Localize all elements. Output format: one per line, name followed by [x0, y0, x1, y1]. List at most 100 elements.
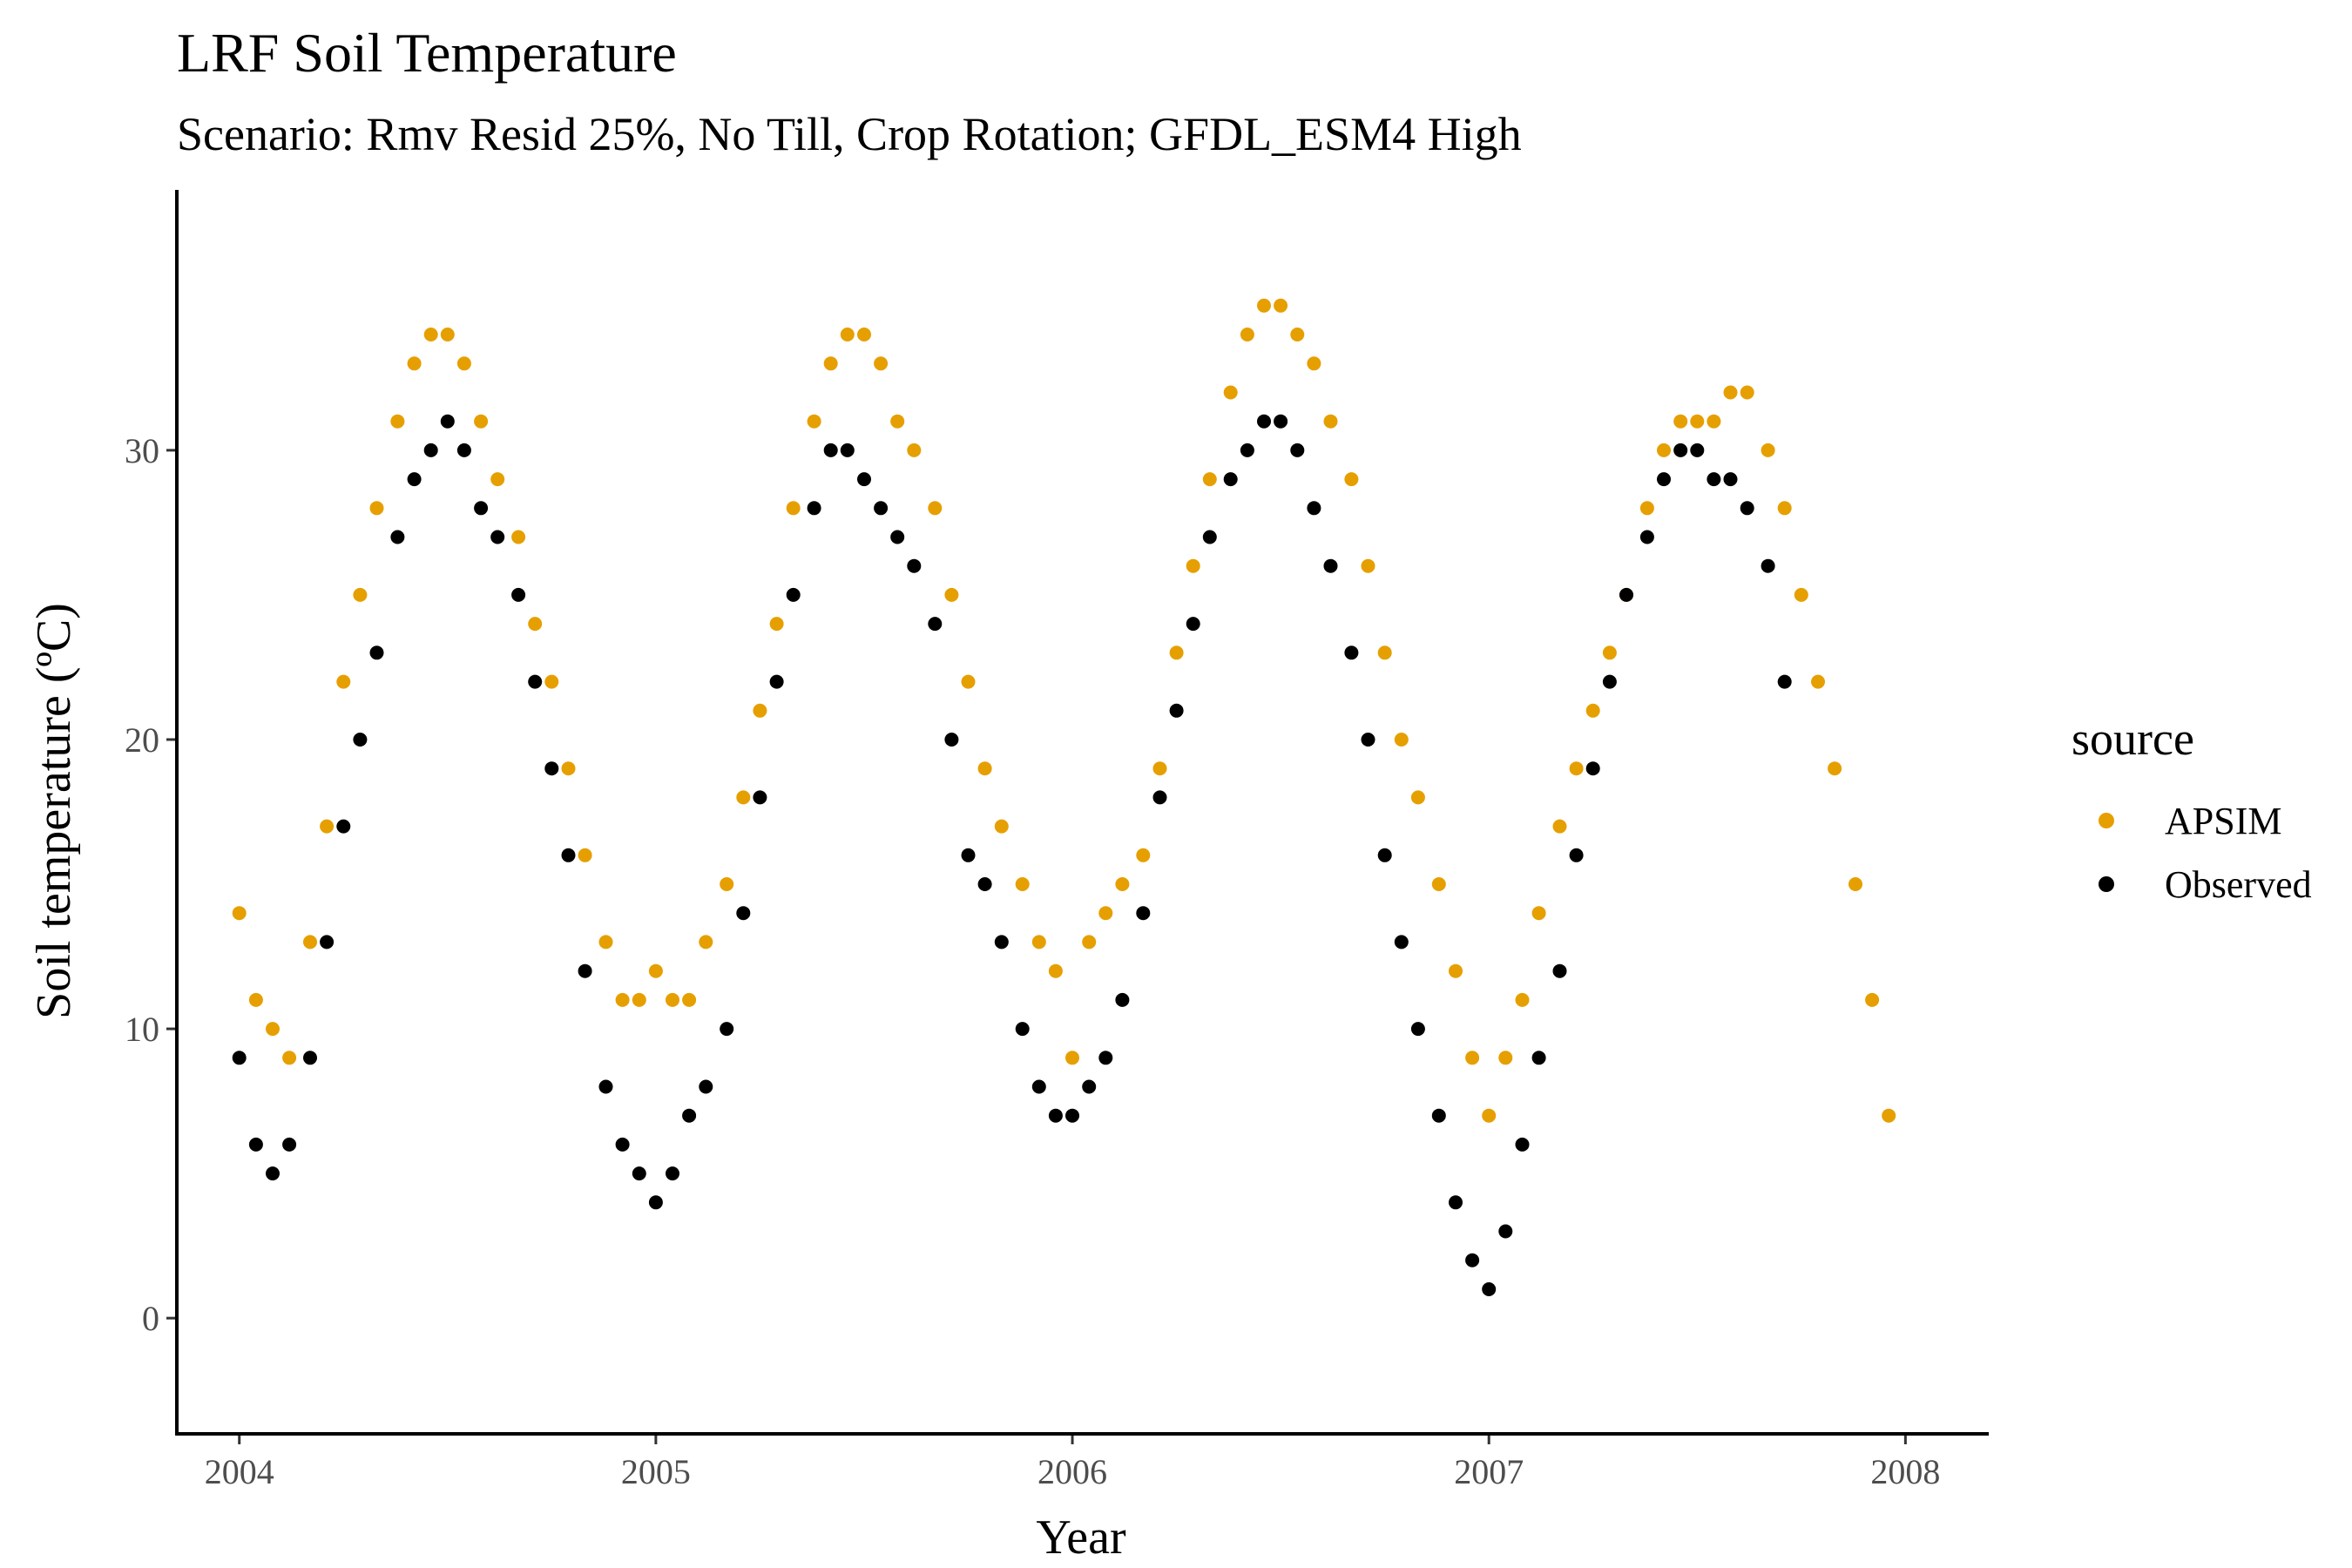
data-point-apsim: [1673, 414, 1688, 429]
data-point-observed: [1690, 443, 1705, 457]
data-point-observed: [994, 935, 1009, 950]
data-point-apsim: [1031, 935, 1046, 950]
data-point-apsim: [1602, 645, 1617, 660]
data-point-observed: [1098, 1051, 1113, 1065]
data-point-observed: [1223, 472, 1238, 487]
data-point-apsim: [1361, 558, 1375, 573]
data-point-apsim: [1777, 501, 1792, 516]
data-point-apsim: [1465, 1051, 1480, 1065]
y-axis-title: Soil temperature (ºC): [27, 603, 81, 1019]
data-point-apsim: [890, 414, 905, 429]
data-point-observed: [1777, 674, 1792, 689]
data-point-apsim: [944, 587, 959, 602]
legend-key-observed: [2099, 876, 2114, 892]
legend-title: source: [2072, 713, 2194, 765]
data-point-observed: [1410, 1022, 1425, 1037]
y-tick-label: 20: [125, 720, 159, 760]
data-point-apsim: [490, 472, 505, 487]
data-point-observed: [1115, 992, 1130, 1007]
data-point-observed: [1449, 1195, 1463, 1210]
data-point-apsim: [423, 328, 438, 341]
data-point-apsim: [736, 790, 751, 805]
data-point-apsim: [1515, 992, 1530, 1007]
data-point-apsim: [1740, 385, 1754, 400]
data-point-apsim: [666, 992, 679, 1007]
data-point-apsim: [390, 414, 405, 429]
data-point-apsim: [1552, 819, 1567, 834]
data-point-apsim: [1498, 1051, 1513, 1065]
data-point-observed: [1377, 848, 1392, 862]
data-point-apsim: [578, 848, 592, 862]
data-point-apsim: [823, 356, 838, 371]
data-point-observed: [1082, 1079, 1097, 1094]
data-point-apsim: [248, 992, 263, 1007]
data-point-apsim: [1449, 963, 1463, 978]
data-point-observed: [1136, 906, 1151, 921]
data-point-observed: [736, 906, 751, 921]
data-point-apsim: [598, 935, 613, 950]
data-point-observed: [699, 1079, 713, 1094]
data-point-apsim: [1048, 963, 1063, 978]
legend-label-observed: Observed: [2165, 863, 2312, 906]
data-point-observed: [840, 443, 855, 457]
data-point-apsim: [1531, 906, 1546, 921]
data-point-observed: [578, 963, 592, 978]
legend-key-apsim: [2099, 813, 2114, 828]
data-point-observed: [1619, 587, 1633, 602]
data-point-observed: [753, 790, 767, 805]
data-point-apsim: [353, 587, 368, 602]
data-point-observed: [248, 1137, 263, 1152]
data-point-apsim: [282, 1051, 297, 1065]
data-point-observed: [1531, 1051, 1546, 1065]
legend-label-apsim: APSIM: [2165, 800, 2282, 842]
x-tick-label: 2007: [1454, 1452, 1524, 1491]
data-point-apsim: [928, 501, 943, 516]
data-point-apsim: [1848, 877, 1862, 891]
data-point-apsim: [1410, 790, 1425, 805]
x-tick-label: 2005: [621, 1452, 691, 1491]
data-point-observed: [823, 443, 838, 457]
data-point-observed: [666, 1166, 679, 1181]
data-point-apsim: [840, 328, 855, 341]
data-point-observed: [1673, 443, 1688, 457]
data-point-observed: [353, 733, 368, 747]
data-point-observed: [1657, 472, 1671, 487]
y-tick-label: 30: [125, 431, 159, 470]
data-point-apsim: [1290, 328, 1305, 341]
data-point-observed: [1482, 1282, 1497, 1296]
data-point-apsim: [1307, 356, 1321, 371]
legend: source APSIM Observed: [2072, 713, 2312, 906]
data-point-observed: [1240, 443, 1254, 457]
data-point-observed: [282, 1137, 297, 1152]
data-point-apsim: [511, 530, 526, 544]
data-point-apsim: [1482, 1108, 1497, 1123]
data-point-observed: [390, 530, 405, 544]
data-point-observed: [528, 674, 543, 689]
data-point-observed: [1257, 414, 1271, 429]
data-point-observed: [1740, 501, 1754, 516]
data-point-apsim: [1865, 992, 1880, 1007]
data-point-observed: [1585, 761, 1600, 776]
data-point-apsim: [1794, 587, 1808, 602]
data-point-observed: [440, 414, 455, 429]
data-point-observed: [1169, 703, 1184, 718]
data-point-observed: [1307, 501, 1321, 516]
data-point-observed: [874, 501, 889, 516]
data-point-observed: [1761, 558, 1775, 573]
data-point-apsim: [1657, 443, 1671, 457]
data-point-observed: [1394, 935, 1409, 950]
data-point-observed: [1290, 443, 1305, 457]
data-point-apsim: [266, 1022, 280, 1037]
data-point-observed: [1707, 472, 1721, 487]
data-point-apsim: [303, 935, 317, 950]
data-point-apsim: [336, 674, 351, 689]
data-point-observed: [944, 733, 959, 747]
data-point-observed: [1202, 530, 1217, 544]
data-point-apsim: [1115, 877, 1130, 891]
data-point-observed: [961, 848, 976, 862]
data-point-observed: [632, 1166, 646, 1181]
chart-subtitle: Scenario: Rmv Resid 25%, No Till, Crop R…: [177, 108, 1522, 160]
data-point-observed: [1323, 558, 1338, 573]
data-point-observed: [1723, 472, 1738, 487]
